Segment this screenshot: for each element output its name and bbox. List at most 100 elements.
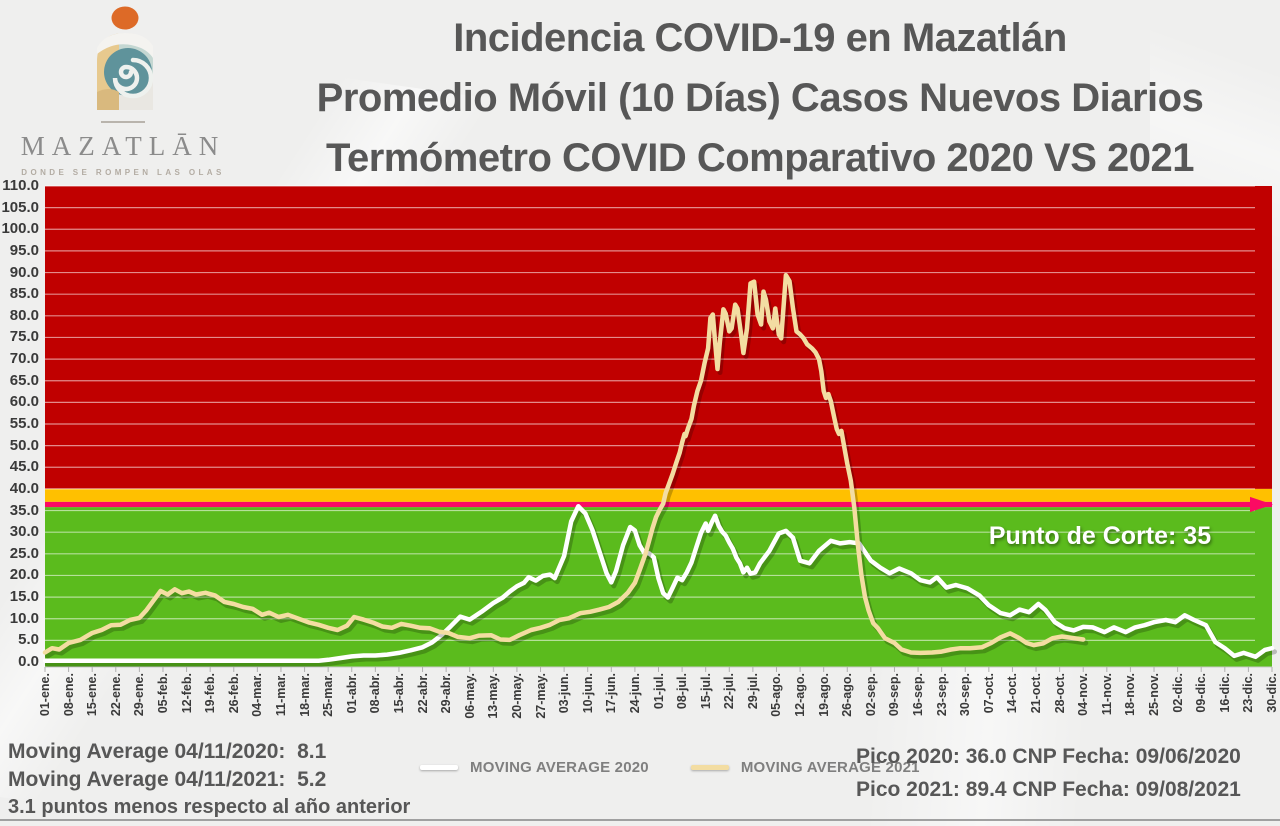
- x-tick-label: 22-ene.: [108, 673, 123, 717]
- cutoff-line: [45, 501, 1272, 508]
- bottom-divider: [0, 819, 1280, 821]
- x-tick-label: 24-jun.: [627, 673, 642, 714]
- difference-text: 3.1 puntos menos respecto al año anterio…: [8, 796, 411, 818]
- legend-item-2020: MOVING AVERAGE 2020: [420, 759, 649, 776]
- y-tick-label: 75.0: [9, 328, 39, 346]
- logo-tagline: DONDE SE ROMPEN LAS OLAS: [21, 168, 225, 177]
- legend-swatch-2020: [420, 765, 458, 770]
- x-tick-label: 08-ene.: [61, 673, 76, 717]
- x-tick-label: 25-nov.: [1147, 673, 1162, 716]
- y-tick-label: 105.0: [1, 198, 39, 216]
- moving-average-2021-text: Moving Average 04/11/2021: 5.2: [8, 768, 327, 791]
- x-tick-label: 04-mar.: [250, 673, 265, 717]
- logo-divider: [101, 121, 145, 123]
- chart-legend: MOVING AVERAGE 2020 MOVING AVERAGE 2021: [420, 759, 920, 776]
- x-tick-label: 26-ago.: [840, 673, 855, 717]
- x-tick-label: 25-mar.: [321, 673, 336, 717]
- mazatlan-logo: MAZATLĀN DONDE SE ROMPEN LAS OLAS: [18, 6, 228, 177]
- x-tick-label: 18-nov.: [1123, 673, 1138, 716]
- x-tick-label: 18-mar.: [297, 673, 312, 717]
- y-tick-label: 0.0: [18, 653, 39, 670]
- y-tick-label: 40.0: [9, 479, 39, 497]
- y-tick-label: 15.0: [9, 588, 39, 606]
- page-title: Incidencia COVID-19 en Mazatlán Promedio…: [245, 8, 1275, 188]
- x-tick-label: 04-nov.: [1076, 673, 1091, 716]
- zone-orange-band: [45, 488, 1272, 502]
- y-tick-label: 70.0: [9, 350, 39, 368]
- x-tick-label: 16-dic.: [1217, 673, 1232, 713]
- x-tick-label: 29-abr.: [439, 673, 454, 714]
- x-tick-label: 22-abr.: [415, 673, 430, 714]
- page-title-line-2: Promedio Móvil (10 Días) Casos Nuevos Di…: [316, 76, 1204, 120]
- x-tick-label: 08-jul.: [675, 673, 690, 710]
- x-tick-label: 29-ene.: [132, 673, 147, 717]
- pico-2021-text: Pico 2021: 89.4 CNP Fecha: 09/08/2021: [856, 778, 1241, 801]
- punto-de-corte-label: Punto de Corte: 35: [988, 522, 1212, 550]
- x-tick-label: 21-oct.: [1029, 673, 1044, 714]
- y-tick-label: 55.0: [9, 415, 39, 432]
- y-tick-label: 100.0: [1, 220, 39, 238]
- y-tick-label: 30.0: [9, 523, 39, 541]
- x-tick-label: 11-nov.: [1099, 673, 1114, 716]
- x-tick-label: 23-sep.: [934, 673, 949, 717]
- x-tick-label: 05-ago.: [769, 673, 784, 717]
- y-tick-label: 10.0: [9, 609, 39, 627]
- x-tick-label: 05-feb.: [155, 673, 170, 714]
- x-tick-label: 07-oct.: [981, 673, 996, 714]
- x-tick-label: 28-oct.: [1052, 673, 1067, 714]
- mazatlan-logo-icon: [97, 6, 154, 110]
- logo-sun-icon: [111, 6, 139, 30]
- x-tick-label: 15-jul.: [698, 673, 713, 710]
- y-tick-label: 45.0: [9, 458, 39, 476]
- x-tick-label: 03-jun.: [557, 673, 572, 714]
- x-tick-label: 02-sep.: [863, 673, 878, 717]
- x-tick-label: 27-may.: [533, 673, 548, 719]
- y-tick-label: 90.0: [9, 263, 39, 281]
- x-tick-label: 12-ago.: [793, 673, 808, 717]
- x-tick-label: 20-may.: [509, 673, 524, 719]
- y-tick-label: 60.0: [9, 393, 39, 411]
- x-tick-label: 23-dic.: [1241, 673, 1256, 713]
- logo-wordmark: MAZATLĀN: [20, 131, 226, 161]
- y-tick-label: 5.0: [18, 631, 39, 649]
- x-tick-label: 15-abr.: [391, 673, 406, 714]
- x-tick-label: 06-may.: [462, 673, 477, 719]
- y-tick-label: 35.0: [9, 501, 39, 519]
- x-tick-label: 01-abr.: [344, 673, 359, 714]
- y-tick-label: 65.0: [9, 371, 39, 389]
- x-tick-label: 17-jun.: [604, 673, 619, 714]
- x-tick-label: 08-abr.: [368, 673, 383, 714]
- x-tick-label: 19-ago.: [816, 673, 831, 717]
- y-tick-label: 110.0: [2, 177, 39, 194]
- x-tick-label: 09-dic.: [1194, 673, 1209, 713]
- x-tick-label: 01-ene.: [38, 673, 52, 717]
- legend-swatch-2021: [690, 765, 729, 770]
- x-tick-label: 22-jul.: [722, 673, 737, 710]
- x-tick-label: 29-jul.: [745, 673, 760, 710]
- page-title-line-1: Incidencia COVID-19 en Mazatlán: [453, 16, 1067, 60]
- y-tick-label: 95.0: [9, 241, 39, 259]
- legend-label-2020: MOVING AVERAGE 2020: [470, 759, 649, 776]
- x-tick-label: 02-dic.: [1170, 673, 1185, 713]
- x-tick-label: 14-oct.: [1005, 673, 1020, 714]
- y-tick-label: 20.0: [9, 566, 39, 584]
- y-tick-label: 50.0: [9, 436, 39, 454]
- logo-sand-foot: [97, 89, 119, 110]
- x-tick-label: 10-jun.: [580, 673, 595, 714]
- y-tick-label: 80.0: [9, 306, 39, 324]
- moving-average-2020-text: Moving Average 04/11/2020: 8.1: [8, 740, 327, 763]
- x-tick-label: 30-dic.: [1265, 673, 1279, 713]
- y-tick-label: 85.0: [9, 285, 39, 303]
- x-tick-label: 16-sep.: [911, 673, 926, 717]
- page-title-line-3: Termómetro COVID Comparativo 2020 VS 202…: [326, 136, 1194, 180]
- x-tick-label: 01-jul.: [651, 673, 666, 710]
- x-tick-label: 13-may.: [486, 673, 501, 719]
- y-tick-label: 25.0: [9, 544, 39, 562]
- x-tick-label: 26-feb.: [226, 673, 241, 714]
- x-tick-label: 09-sep.: [887, 673, 902, 717]
- x-tick-label: 15-ene.: [85, 673, 100, 717]
- x-tick-label: 19-feb.: [203, 673, 218, 714]
- x-tick-label: 12-feb.: [179, 673, 194, 714]
- x-tick-label: 30-sep.: [958, 673, 973, 717]
